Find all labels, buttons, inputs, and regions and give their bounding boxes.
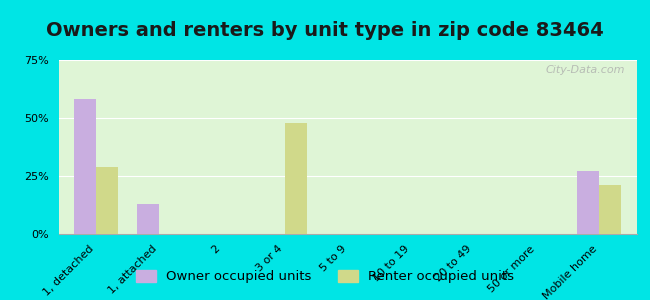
Text: City-Data.com: City-Data.com [546, 65, 625, 75]
Bar [74, 99, 96, 234]
Bar [285, 123, 307, 234]
Legend: Owner occupied units, Renter occupied units: Owner occupied units, Renter occupied un… [132, 266, 518, 287]
Text: Owners and renters by unit type in zip code 83464: Owners and renters by unit type in zip c… [46, 21, 604, 40]
Bar [137, 204, 159, 234]
Bar [577, 171, 599, 234]
Bar [96, 167, 118, 234]
Bar [599, 185, 621, 234]
